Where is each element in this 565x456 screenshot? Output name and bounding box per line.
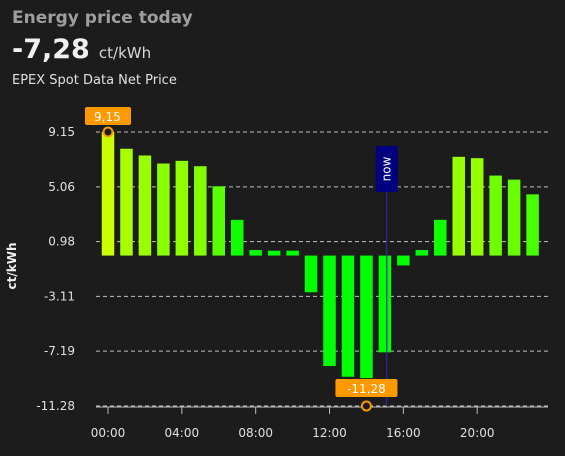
price-bar [507, 179, 521, 256]
price-bar [267, 250, 281, 256]
price-bar [360, 255, 373, 379]
y-tick-label: -3.11 [44, 289, 75, 303]
price-bar [230, 219, 244, 256]
y-axis-label: ct/kWh [5, 243, 19, 290]
price-bar [526, 194, 539, 256]
price-bar [101, 132, 115, 256]
price-bar [120, 148, 133, 256]
price-bar [249, 250, 262, 256]
x-tick-label: 00:00 [91, 426, 126, 440]
x-tick-label: 20:00 [460, 426, 495, 440]
card-title: Energy price today [12, 8, 193, 28]
x-tick-label: 04:00 [165, 426, 200, 440]
price-bar [286, 250, 299, 256]
price-bar [397, 255, 410, 266]
x-tick-label: 16:00 [386, 426, 421, 440]
min-badge [335, 379, 398, 397]
y-tick-label: 5.06 [48, 180, 75, 194]
max-badge [85, 107, 131, 125]
price-bar [378, 255, 392, 353]
y-tick-label: -11.28 [36, 399, 75, 413]
price-bar [175, 160, 189, 256]
y-tick-label: 0.98 [48, 235, 75, 249]
max-label: 9,15 [94, 110, 121, 124]
card-subtitle: EPEX Spot Data Net Price [12, 73, 177, 88]
price-bar [489, 175, 502, 256]
price-bar [434, 219, 447, 256]
y-tick-label: -7.19 [44, 344, 75, 358]
price-bar [452, 156, 465, 256]
price-bar [194, 166, 207, 256]
price-bar [157, 163, 170, 256]
min-label: -11,28 [347, 382, 386, 396]
x-tick-label: 12:00 [312, 426, 347, 440]
now-badge [375, 146, 398, 192]
price-bar [212, 186, 226, 256]
price-bar [138, 155, 152, 256]
current-price-unit: ct/kWh [98, 44, 152, 62]
current-price-row: -7,28 ct/kWh [12, 34, 151, 65]
price-bar [304, 255, 318, 293]
x-tick-label: 08:00 [238, 426, 273, 440]
current-price-value: -7,28 [12, 34, 90, 65]
price-bar [341, 255, 355, 377]
price-bar [415, 250, 429, 256]
max-marker [102, 126, 114, 138]
y-tick-label: 9.15 [48, 125, 75, 139]
price-bar [323, 255, 336, 367]
price-bar [470, 158, 484, 256]
now-label: now [380, 156, 394, 181]
min-marker [360, 400, 372, 412]
